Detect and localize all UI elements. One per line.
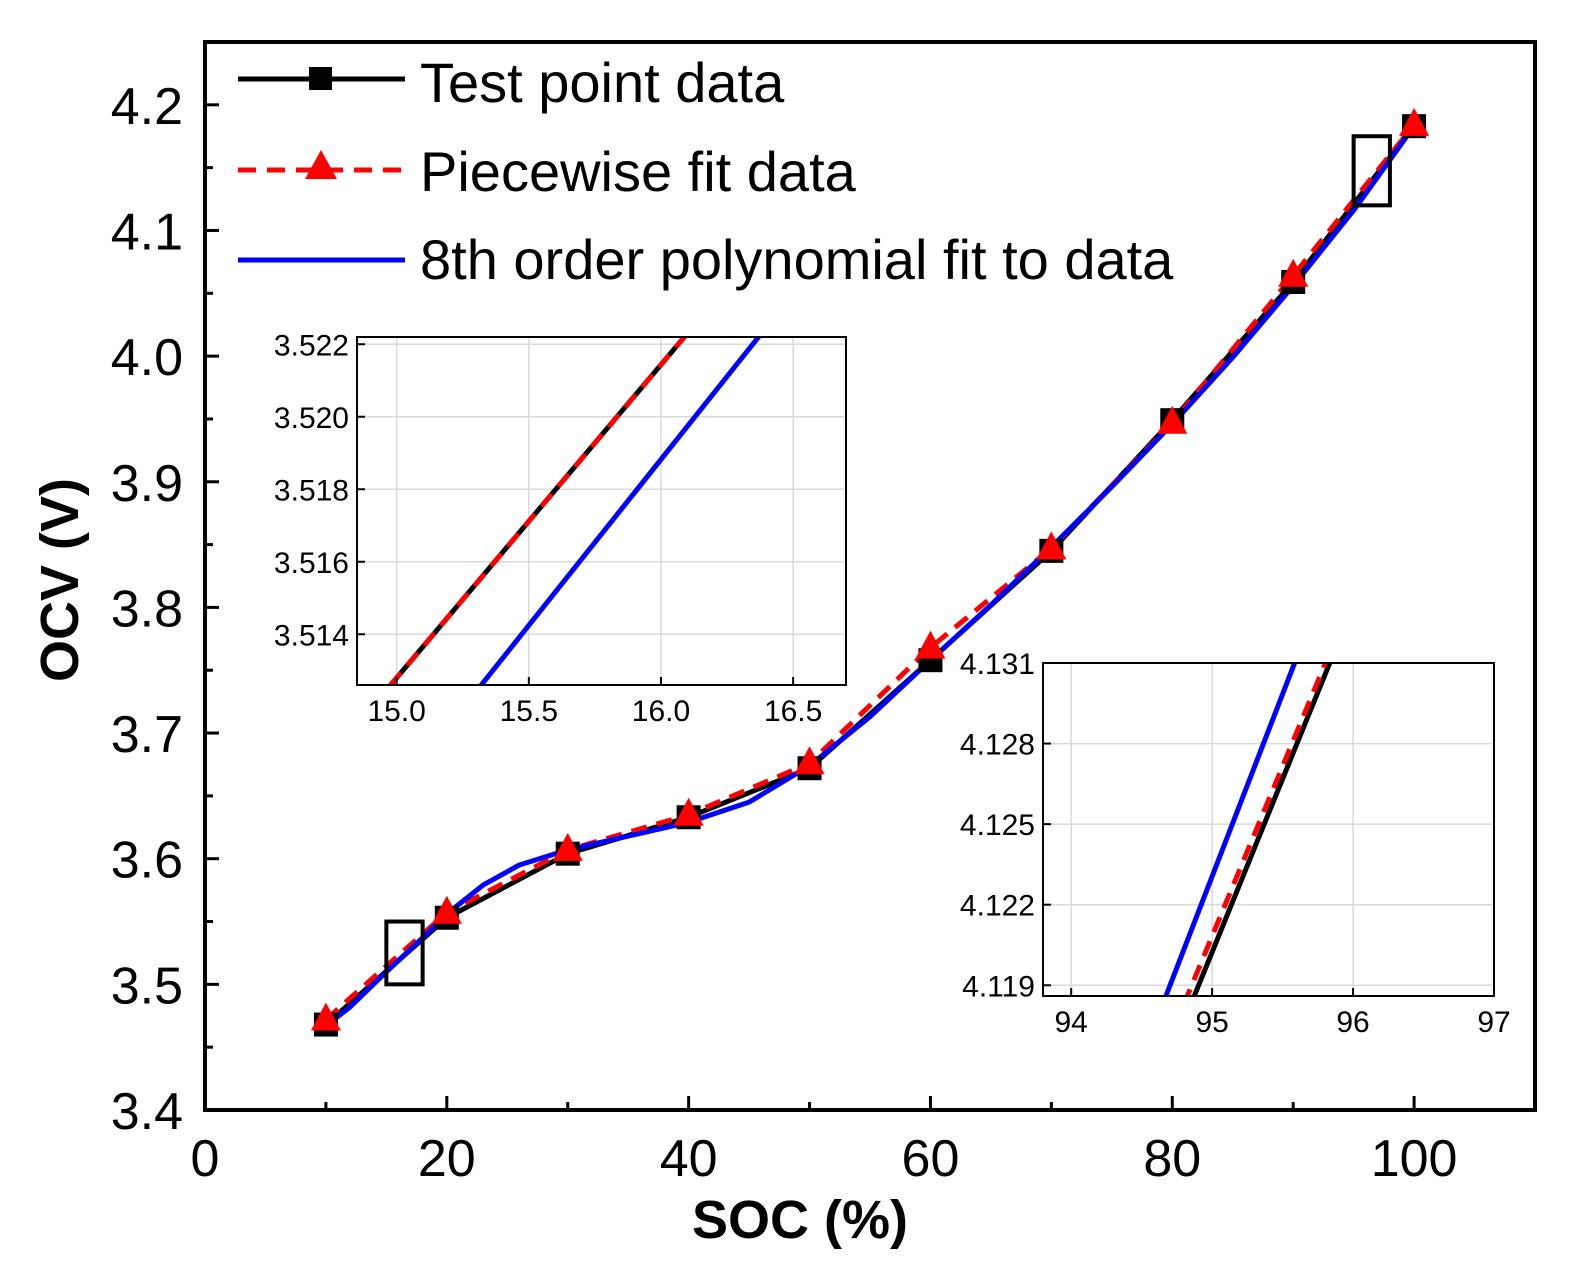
inset-left-background [357,337,846,685]
series-line-8th-order-polynomial-fit-to-data [324,124,1417,1028]
main-plot: 0 20 40 60 80 100 3.4 3.5 3.6 3.7 3.8 3.9 4.0 4.1 4.2 [111,40,1537,1188]
legend: Test point data Piecewise fit data 8th o… [238,51,1174,291]
legend-label-polynomial: 8th order polynomial fit to data [420,228,1174,291]
main-series-lines [324,123,1417,1028]
y-tick-label: 4.122 [960,890,1035,923]
marker-piecewise-fit [1399,107,1430,136]
x-tick-label: 40 [660,1130,718,1188]
inset-right-grid [1043,663,1494,996]
series-line-8th-order-polynomial-fit-to-data [1163,663,1298,996]
legend-marker-piecewise [305,150,337,179]
x-axis-title: SOC (%) [692,1190,908,1250]
y-tick-label: 3.8 [111,580,183,638]
x-tick-label: 16.0 [632,695,690,728]
y-tick-label: 3.6 [111,832,183,890]
x-tick-label: 15.5 [500,695,558,728]
y-tick-label: 4.1 [111,203,183,261]
x-tick-label: 95 [1195,1006,1228,1039]
inset-left-ticks: 15.0 15.5 16.0 16.5 3.514 3.516 3.518 3.520 3.52… [274,329,822,728]
y-tick-label: 4.128 [960,729,1035,762]
y-tick-label: 3.9 [111,455,183,513]
marker-piecewise-fit [794,746,825,775]
main-ticks: 0 20 40 60 80 100 3.4 3.5 3.6 3.7 3.8 3.9 4.0 4.1 4.2 [111,78,1458,1188]
marker-piecewise-fit [1036,531,1067,560]
x-tick-label: 94 [1055,1006,1088,1039]
y-tick-label: 3.520 [274,402,349,435]
legend-marker-test-point [309,67,332,90]
inset-left: 15.0 15.5 16.0 16.5 3.514 3.516 3.518 3.520 3.52… [274,329,847,728]
y-axis-title: OCV (V) [30,478,90,682]
marker-piecewise-fit [673,797,704,826]
y-tick-label: 3.5 [111,957,183,1015]
series-line-piecewise-fit-data [1184,663,1329,996]
x-tick-label: 15.0 [367,695,425,728]
inset-left-frame [356,336,847,686]
x-tick-label: 60 [902,1130,960,1188]
y-tick-label: 3.4 [111,1083,183,1141]
main-series-markers [310,107,1430,1037]
zoom-box [384,919,425,987]
series-line-piecewise-fit-data [324,123,1417,1022]
inset-right: 94 95 96 97 4.119 4.122 4.125 4.128 4.131 [960,648,1511,1039]
x-tick-label: 20 [418,1130,476,1188]
inset-left-series [387,337,762,685]
x-tick-label: 96 [1336,1006,1369,1039]
x-tick-label: 97 [1477,1006,1510,1039]
y-tick-label: 3.514 [274,619,349,652]
marker-piecewise-fit [431,895,462,924]
y-tick-label: 4.0 [111,329,183,387]
marker-piecewise-fit [552,832,583,861]
x-tick-label: 16.5 [764,695,822,728]
marker-piecewise-fit [310,1002,341,1031]
inset-right-frame [1042,662,1495,997]
y-tick-label: 3.522 [274,329,349,362]
legend-label-test-point: Test point data [420,51,785,114]
x-tick-label: 100 [1371,1130,1458,1188]
y-tick-label: 4.119 [962,970,1035,1003]
y-tick-label: 4.125 [960,809,1035,842]
inset-right-ticks: 94 95 96 97 4.119 4.122 4.125 4.128 4.131 [960,648,1511,1039]
marker-piecewise-fit [915,630,946,659]
main-plot-frame [203,40,1537,1112]
marker-piecewise-fit [1157,405,1188,434]
series-line-8th-order-polynomial-fit-to-data [478,337,762,685]
y-tick-label: 4.131 [960,648,1035,681]
marker-piecewise-fit [1278,258,1309,287]
inset-right-background [1043,663,1494,996]
inset-right-series [1163,663,1333,996]
zoom-boxes [384,134,1392,987]
x-tick-label: 0 [191,1130,220,1188]
legend-label-piecewise: Piecewise fit data [420,140,857,203]
y-tick-label: 4.2 [111,78,183,136]
x-tick-label: 80 [1143,1130,1201,1188]
series-line-piecewise-fit-data [387,337,688,685]
zoom-box [1351,134,1392,208]
series-line-test-point-data [1191,663,1333,996]
y-tick-label: 3.7 [111,706,183,764]
y-tick-label: 3.518 [274,474,349,507]
y-tick-label: 3.516 [274,547,349,580]
